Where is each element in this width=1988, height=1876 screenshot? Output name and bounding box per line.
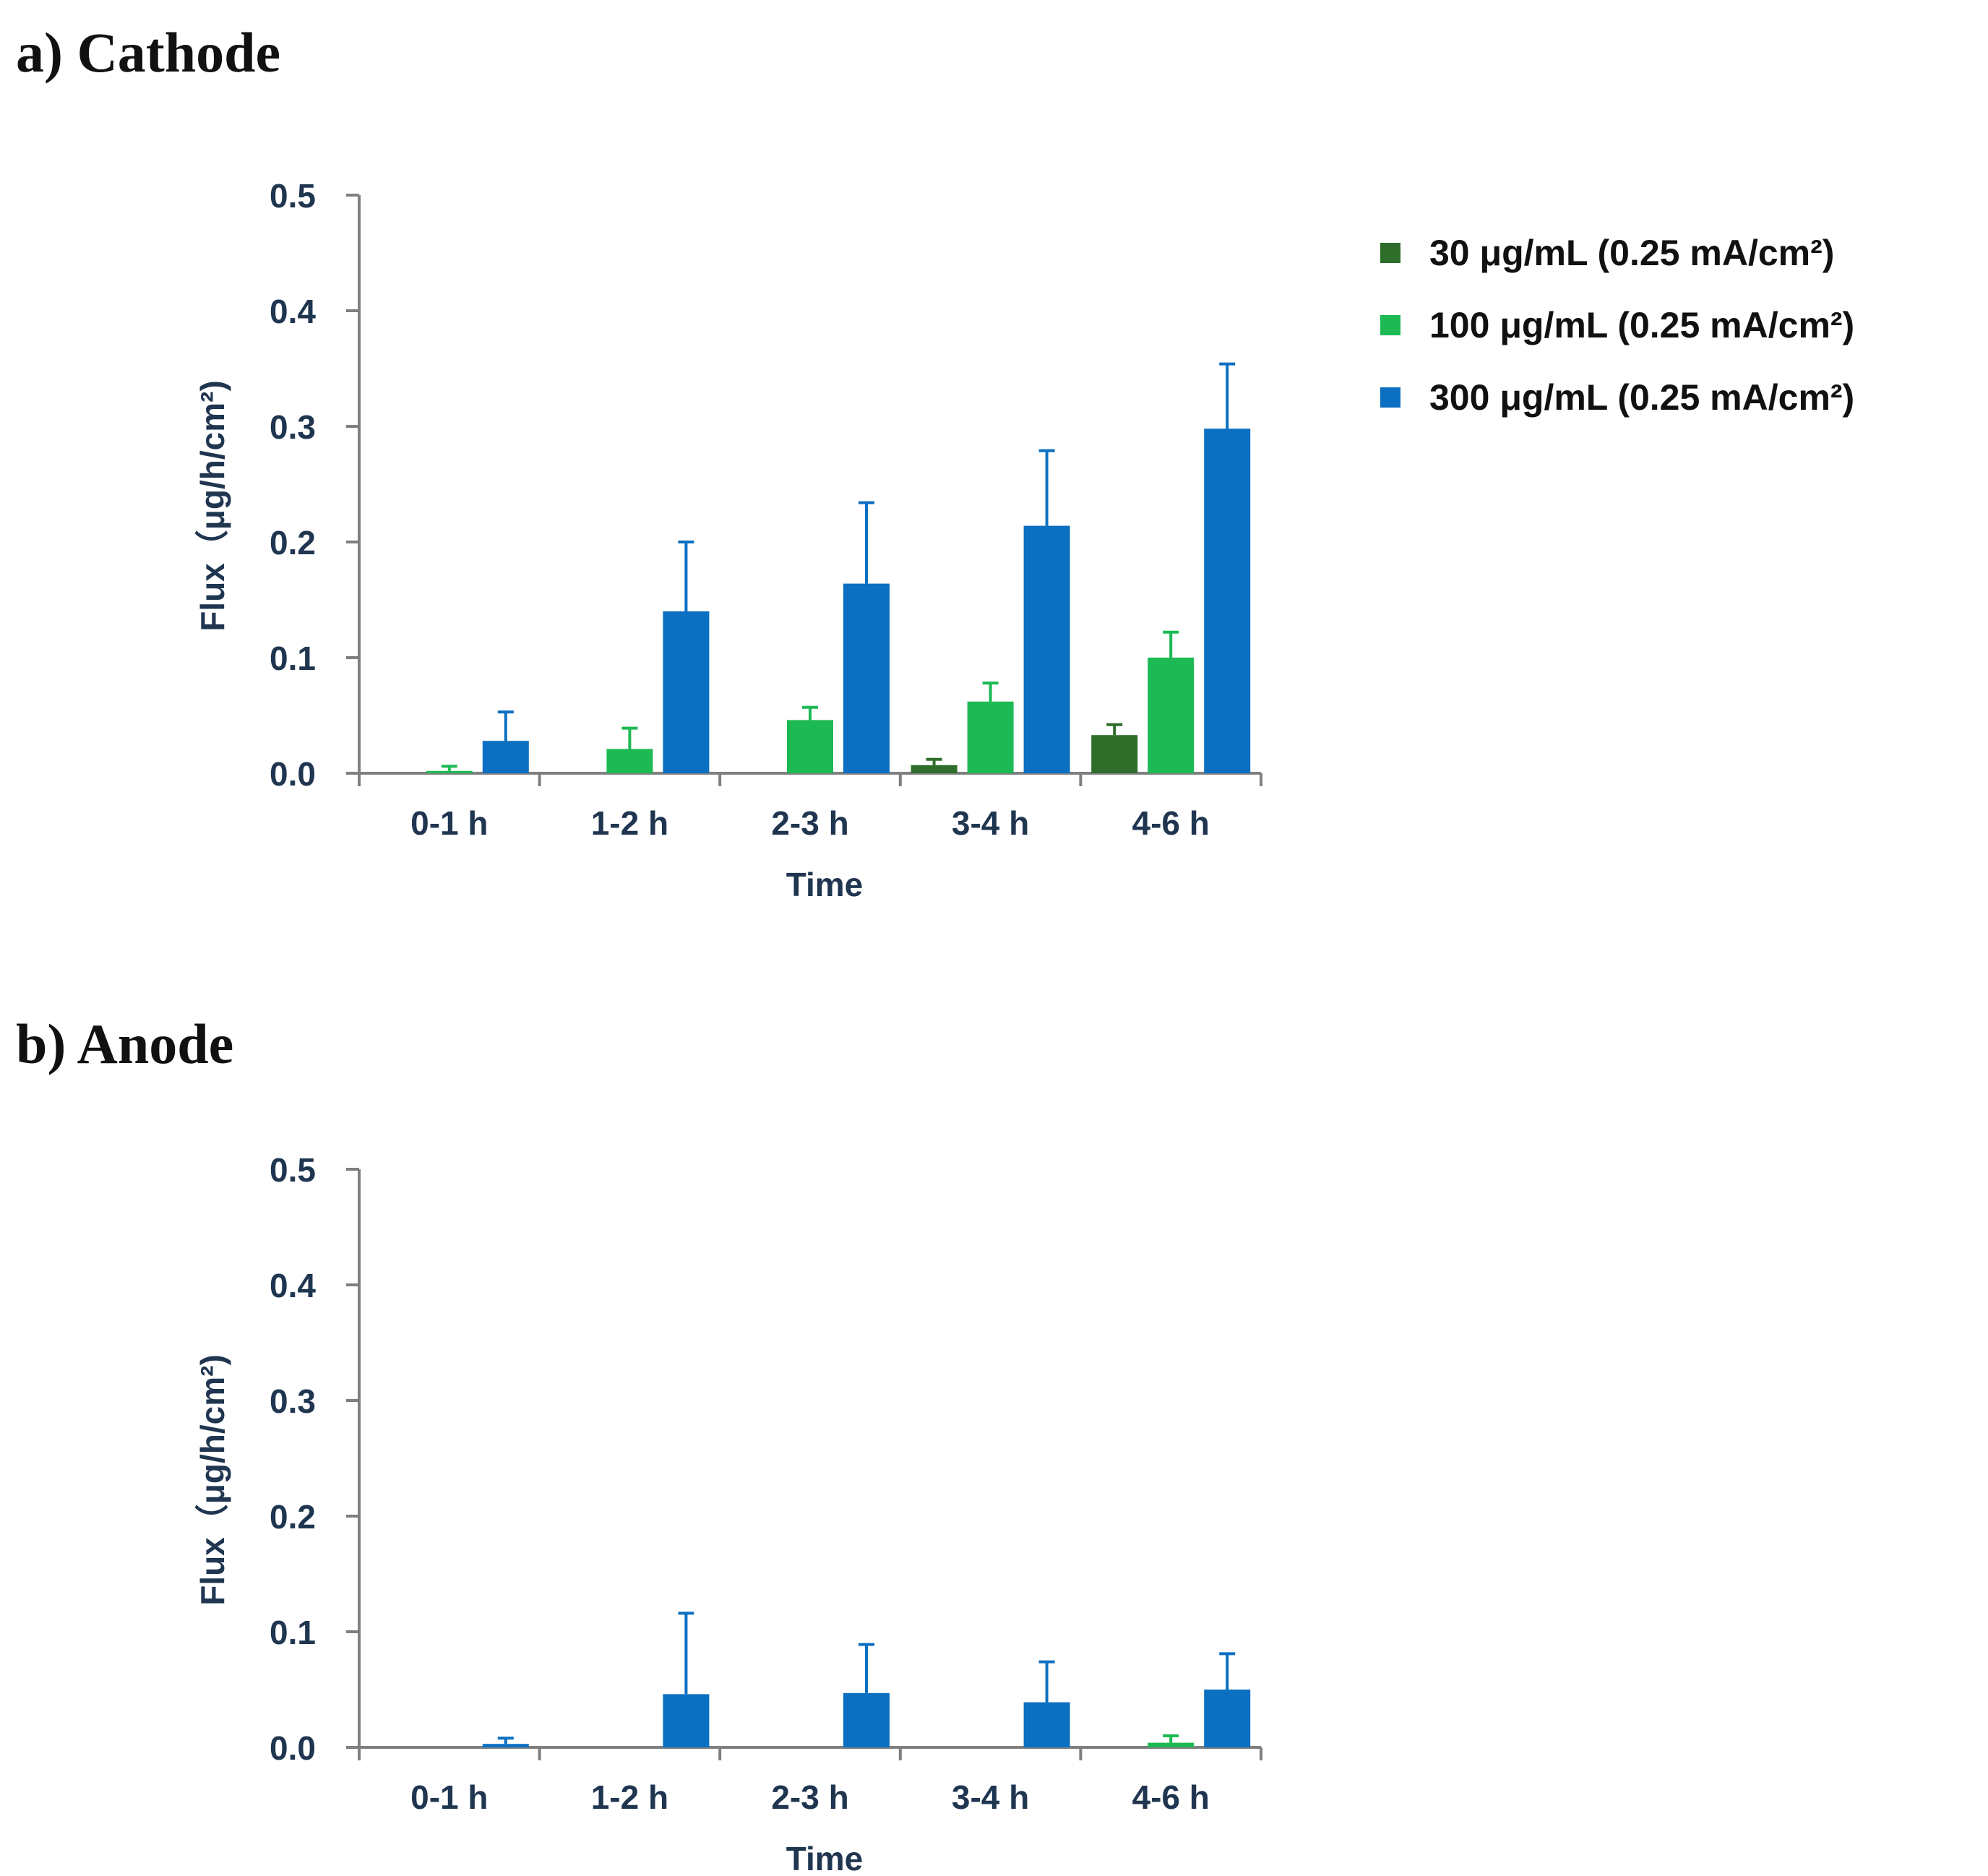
bar bbox=[482, 1744, 529, 1747]
bar bbox=[426, 770, 473, 773]
legend-label-100: 100 μg/mL (0.25 mA/cm²) bbox=[1429, 305, 1855, 345]
panel-b-title: b) Anode bbox=[16, 1012, 234, 1075]
legend: 30 μg/mL (0.25 mA/cm²) 100 μg/mL (0.25 m… bbox=[1380, 217, 1854, 434]
legend-swatch-30 bbox=[1380, 243, 1400, 263]
y-tick-label: 0.1 bbox=[270, 640, 316, 677]
bar bbox=[911, 765, 958, 773]
chart-anode: 0.0 0.1 0.2 0.3 0.4 0.5 0-1 h 1-2 h 2-3 h 3-4 h 4-… bbox=[194, 1151, 1262, 1876]
y-tick-label: 0.5 bbox=[270, 1151, 316, 1189]
bar bbox=[1204, 429, 1251, 773]
bar bbox=[787, 720, 833, 773]
x-tick-label: 3-4 h bbox=[952, 804, 1029, 842]
bar bbox=[967, 701, 1014, 773]
bar bbox=[1023, 525, 1070, 773]
y-tick-label: 0.1 bbox=[270, 1614, 316, 1651]
x-axis-title: Time bbox=[786, 1840, 864, 1876]
bar bbox=[1148, 658, 1195, 773]
legend-item-100: 100 μg/mL (0.25 mA/cm²) bbox=[1380, 289, 1854, 361]
y-tick-label: 0.0 bbox=[270, 1729, 316, 1767]
legend-label-30: 30 μg/mL (0.25 mA/cm²) bbox=[1429, 233, 1835, 273]
bar bbox=[606, 749, 653, 773]
y-tick-label: 0.2 bbox=[270, 1498, 316, 1536]
y-tick-label: 0.4 bbox=[270, 293, 316, 330]
x-axis-title: Time bbox=[786, 866, 864, 903]
bar bbox=[663, 1694, 710, 1747]
y-axis-title: Flux（μg/h/cm²) bbox=[194, 380, 231, 632]
legend-item-30: 30 μg/mL (0.25 mA/cm²) bbox=[1380, 217, 1854, 289]
y-tick-label: 0.0 bbox=[270, 755, 316, 793]
x-tick-label: 4-6 h bbox=[1132, 804, 1210, 842]
bar bbox=[663, 611, 710, 773]
y-tick-label: 0.3 bbox=[270, 1382, 316, 1420]
x-tick-label: 1-2 h bbox=[591, 1778, 668, 1816]
legend-swatch-100 bbox=[1380, 315, 1400, 335]
y-axis-title: Flux（μg/h/cm²) bbox=[194, 1354, 231, 1606]
legend-item-300: 300 μg/mL (0.25 mA/cm²) bbox=[1380, 361, 1854, 434]
x-tick-label: 2-3 h bbox=[771, 804, 848, 842]
y-tick-label: 0.5 bbox=[270, 177, 316, 215]
x-tick-label: 4-6 h bbox=[1132, 1778, 1210, 1816]
legend-swatch-300 bbox=[1380, 387, 1400, 408]
x-tick-label: 2-3 h bbox=[771, 1778, 848, 1816]
bar bbox=[1148, 1742, 1195, 1747]
x-tick-label: 0-1 h bbox=[410, 1778, 488, 1816]
bar bbox=[843, 1692, 890, 1747]
chart-cathode: 0.0 0.1 0.2 0.3 0.4 0.5 0-1 h 1-2 h 2-3 h 3-4 h 4-… bbox=[194, 177, 1262, 903]
bar bbox=[482, 741, 529, 773]
bar bbox=[843, 583, 890, 773]
y-tick-label: 0.4 bbox=[270, 1267, 316, 1304]
bar bbox=[1091, 735, 1138, 773]
y-tick-label: 0.3 bbox=[270, 408, 316, 446]
bar bbox=[1023, 1702, 1070, 1747]
legend-label-300: 300 μg/mL (0.25 mA/cm²) bbox=[1429, 377, 1855, 418]
x-tick-label: 0-1 h bbox=[410, 804, 488, 842]
x-tick-label: 1-2 h bbox=[591, 804, 668, 842]
panel-a-title: a) Cathode bbox=[16, 21, 281, 84]
bar bbox=[1204, 1690, 1251, 1747]
x-tick-label: 3-4 h bbox=[952, 1778, 1029, 1816]
y-tick-label: 0.2 bbox=[270, 524, 316, 561]
